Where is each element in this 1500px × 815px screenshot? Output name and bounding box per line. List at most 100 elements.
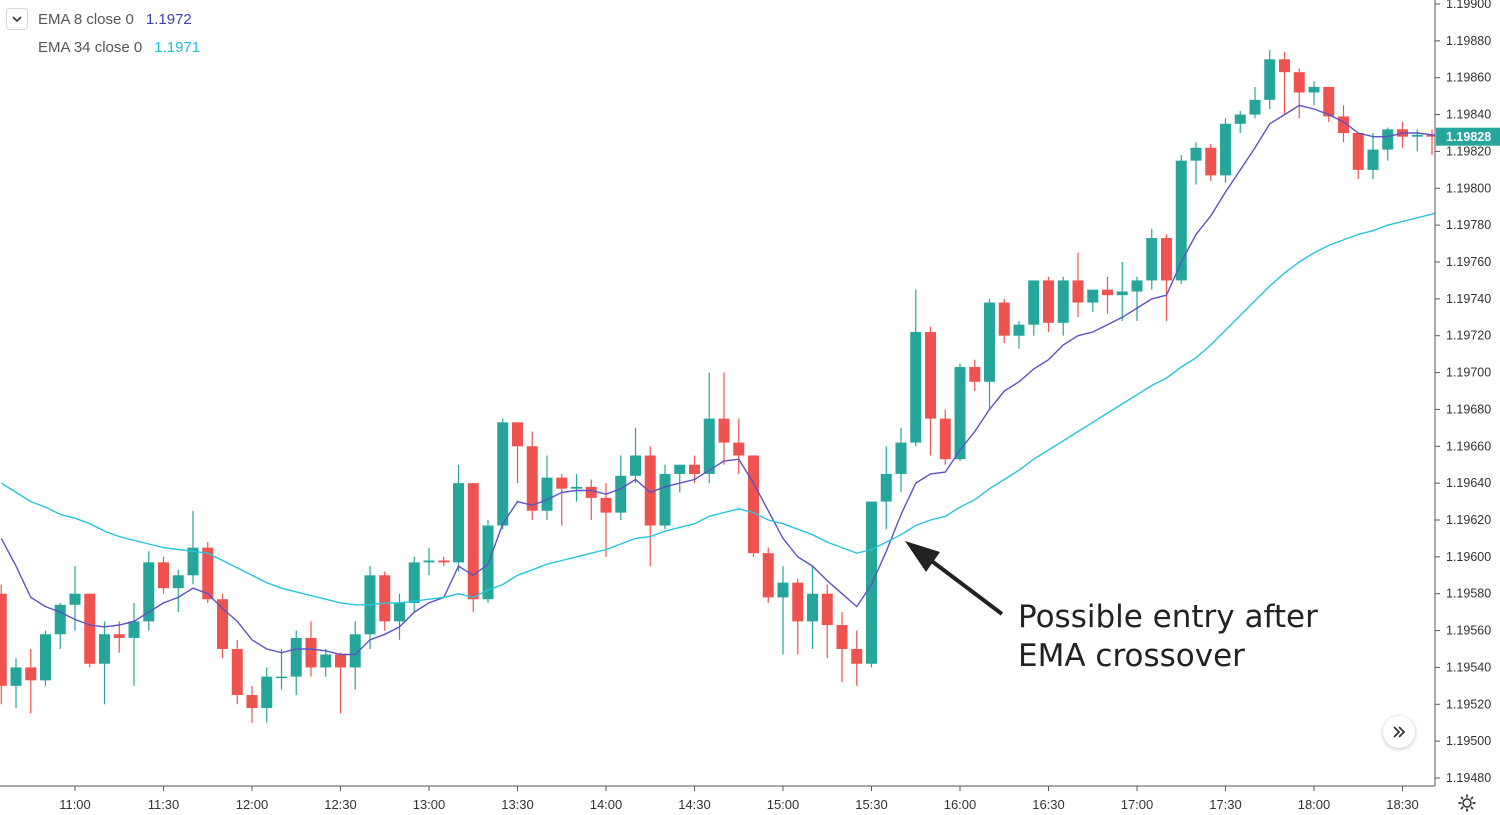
candle-body [526,446,538,511]
time-tick-label: 13:30 [501,797,534,812]
price-tick-label: 1.19560 [1446,624,1491,638]
candle-body [1338,116,1349,133]
candle-body [290,637,302,677]
candle-body [585,486,597,498]
last-price-label: 1.19828 [1446,130,1491,144]
candle-body [969,367,981,382]
candle-body [143,562,155,622]
time-tick-label: 16:00 [944,797,977,812]
candle-body [807,593,818,622]
candle-body [954,367,966,460]
candle-body [305,637,317,668]
candle-body [84,593,96,664]
price-tick-label: 1.19900 [1446,0,1491,11]
candle-body [1426,134,1438,137]
candle-body [172,575,184,589]
price-tick-label: 1.19680 [1446,402,1491,416]
ema-8-line [0,104,1447,656]
candle-body [880,473,892,502]
candle-body [1175,160,1187,281]
time-tick-label: 11:00 [59,797,91,812]
candles-layer [0,50,1438,723]
candle-body [276,676,287,679]
arrow-head [905,541,940,572]
candle-body [1234,114,1246,124]
candle-body [1131,280,1143,292]
candle-body [40,634,51,681]
price-tick-label: 1.19700 [1446,366,1491,380]
candle-body [128,621,140,638]
candle-body [674,464,686,474]
annotation-line-2: EMA crossover [1018,638,1245,674]
candle-body [99,634,110,664]
chevron-down-icon[interactable] [6,8,28,30]
candle-body [113,634,125,638]
candle-body [379,575,391,622]
candle-body [1220,123,1231,176]
candle-body [217,599,228,649]
time-tick-label: 18:00 [1298,797,1331,812]
annotation-text: Possible entry after EMA crossover [1018,598,1318,676]
price-tick-label: 1.19580 [1446,587,1491,601]
candle-body [497,422,509,526]
price-tick-label: 1.19520 [1446,697,1491,711]
ema-fast-label: EMA 8 close 0 [38,10,134,28]
candle-body [998,302,1010,336]
candle-body [423,560,435,563]
price-tick-label: 1.19820 [1446,144,1491,158]
candle-body [851,649,863,664]
candle-body [1411,134,1423,137]
candle-body [1028,280,1040,325]
last-price-tag [1436,127,1500,146]
gear-icon[interactable] [1456,792,1478,814]
candle-body [1293,72,1305,93]
candle-body [335,654,346,668]
time-tick-label: 14:30 [678,797,711,812]
candle-body [10,667,22,686]
candle-body [453,483,464,563]
candle-body [202,547,214,600]
candle-body [939,418,951,460]
candle-body [438,560,450,563]
price-tick-label: 1.19800 [1446,181,1491,195]
candle-body [349,634,361,668]
candle-body [1352,133,1364,170]
time-tick-label: 11:30 [148,797,180,812]
ema-fast-value: 1.1972 [145,10,192,28]
time-tick-label: 17:00 [1121,797,1154,812]
candle-body [733,442,745,456]
annotation-line-1: Possible entry after [1018,599,1318,635]
candle-body [512,422,523,447]
candle-body [261,676,273,708]
candle-body [1205,147,1217,176]
candle-body [615,475,627,513]
candle-body [1382,129,1394,150]
candle-body [231,649,243,696]
ema-34-line [0,209,1447,606]
candle-body [866,501,877,664]
time-tick-label: 16:30 [1032,797,1065,812]
candle-body [1013,324,1025,336]
time-tick-label: 15:30 [855,797,888,812]
candle-body [600,497,612,513]
legend-row-ema-slow: EMA 34 close 0 1.1971 [6,33,200,61]
price-tick-label: 1.19540 [1446,660,1491,674]
price-tick-label: 1.19720 [1446,329,1491,343]
candle-body [984,302,995,382]
price-tick-label: 1.19760 [1446,255,1491,269]
ema-slow-value: 1.1971 [154,38,201,56]
candle-body [748,455,759,554]
price-tick-label: 1.19860 [1446,71,1491,85]
double-chevron-right-icon[interactable] [1383,716,1415,748]
candle-body [659,473,671,526]
candle-body [1146,238,1158,281]
candle-body [1308,86,1320,93]
candle-body [1323,86,1335,117]
candle-body [1161,238,1172,281]
time-tick-label: 15:00 [767,797,800,812]
price-tick-label: 1.19600 [1446,550,1491,564]
candle-body [1116,291,1128,296]
candle-body [630,455,641,476]
